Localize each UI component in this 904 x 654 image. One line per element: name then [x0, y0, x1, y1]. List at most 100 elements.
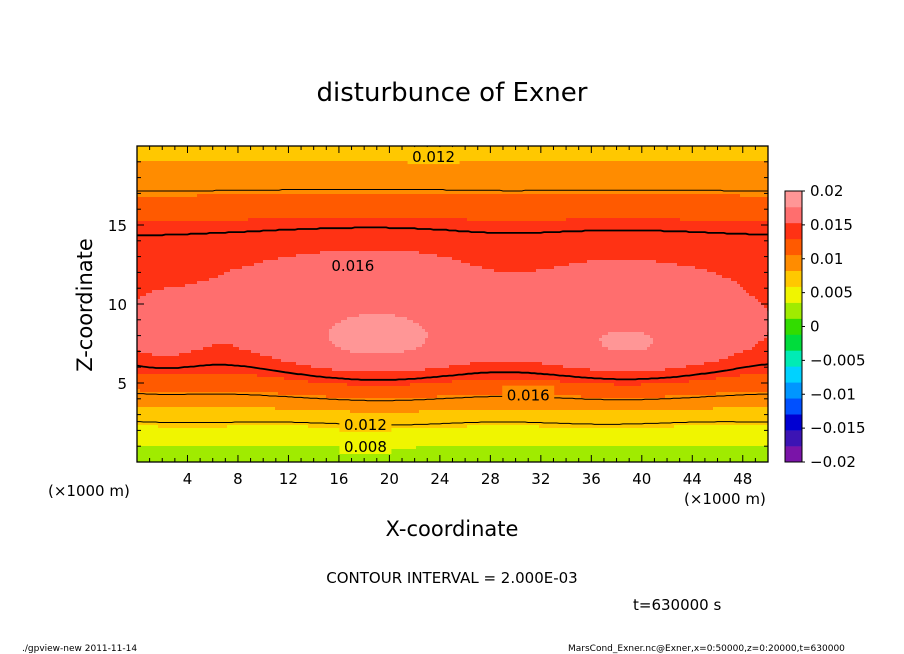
field-cell: [185, 170, 189, 174]
field-cell: [389, 149, 393, 153]
field-cell: [311, 161, 315, 165]
field-cell: [389, 179, 393, 183]
field-cell: [476, 173, 480, 177]
field-cell: [614, 191, 618, 195]
field-cell: [269, 173, 273, 177]
field-cell: [452, 179, 456, 183]
field-cell: [272, 158, 276, 162]
field-cell: [155, 161, 159, 165]
field-cell: [692, 170, 696, 174]
field-cell: [356, 170, 360, 174]
field-cell: [239, 179, 243, 183]
field-cell: [386, 146, 390, 150]
field-cell: [143, 191, 147, 195]
field-cell: [635, 161, 639, 165]
field-cell: [644, 161, 648, 165]
field-cell: [578, 179, 582, 183]
field-cell: [722, 185, 726, 189]
field-cell: [179, 149, 183, 153]
field-cell: [536, 176, 540, 180]
field-cell: [719, 158, 723, 162]
field-cell: [665, 179, 669, 183]
field-cell: [545, 161, 549, 165]
field-cell: [617, 146, 621, 150]
field-cell: [710, 155, 714, 159]
field-cell: [386, 179, 390, 183]
field-cell: [254, 149, 258, 153]
field-cell: [605, 146, 609, 150]
field-cell: [158, 170, 162, 174]
field-cell: [509, 155, 513, 159]
field-cell: [182, 152, 186, 156]
field-cell: [494, 191, 498, 195]
field-cell: [707, 158, 711, 162]
field-cell: [458, 155, 462, 159]
field-cell: [437, 164, 441, 168]
field-cell: [188, 161, 192, 165]
field-cell: [443, 179, 447, 183]
field-cell: [203, 179, 207, 183]
field-cell: [311, 191, 315, 195]
field-cell: [164, 158, 168, 162]
field-cell: [752, 176, 756, 180]
field-cell: [308, 155, 312, 159]
field-cell: [140, 155, 144, 159]
field-cell: [272, 194, 276, 198]
field-cell: [140, 176, 144, 180]
field-cell: [533, 179, 537, 183]
field-cell: [356, 164, 360, 168]
field-cell: [548, 161, 552, 165]
field-cell: [281, 173, 285, 177]
field-cell: [428, 179, 432, 183]
field-cell: [401, 176, 405, 180]
field-cell: [437, 185, 441, 189]
field-cell: [476, 185, 480, 189]
field-cell: [743, 167, 747, 171]
field-cell: [758, 182, 762, 186]
field-cell: [740, 182, 744, 186]
field-cell: [701, 149, 705, 153]
field-cell: [572, 152, 576, 156]
field-cell: [464, 158, 468, 162]
field-cell: [263, 161, 267, 165]
field-cell: [707, 152, 711, 156]
field-cell: [716, 176, 720, 180]
field-cell: [467, 149, 471, 153]
field-cell: [350, 158, 354, 162]
field-cell: [641, 149, 645, 153]
field-cell: [620, 158, 624, 162]
field-cell: [167, 182, 171, 186]
field-cell: [242, 194, 246, 198]
field-cell: [200, 176, 204, 180]
field-cell: [599, 170, 603, 174]
field-cell: [371, 173, 375, 177]
field-cell: [197, 179, 201, 183]
field-cell: [191, 194, 195, 198]
field-cell: [575, 179, 579, 183]
field-cell: [692, 149, 696, 153]
field-cell: [347, 170, 351, 174]
field-cell: [737, 170, 741, 174]
field-cell: [590, 191, 594, 195]
field-cell: [599, 176, 603, 180]
field-cell: [404, 179, 408, 183]
field-cell: [518, 173, 522, 177]
field-cell: [185, 191, 189, 195]
field-cell: [728, 170, 732, 174]
field-cell: [581, 185, 585, 189]
field-cell: [545, 191, 549, 195]
field-cell: [638, 149, 642, 153]
field-cell: [188, 155, 192, 159]
field-cell: [752, 155, 756, 159]
field-cell: [161, 152, 165, 156]
field-cell: [590, 182, 594, 186]
field-cell: [521, 170, 525, 174]
field-cell: [668, 146, 672, 150]
field-cell: [140, 188, 144, 192]
field-cell: [740, 176, 744, 180]
field-cell: [149, 158, 153, 162]
field-cell: [536, 161, 540, 165]
field-cell: [254, 158, 258, 162]
field-cell: [560, 170, 564, 174]
field-cell: [761, 152, 765, 156]
